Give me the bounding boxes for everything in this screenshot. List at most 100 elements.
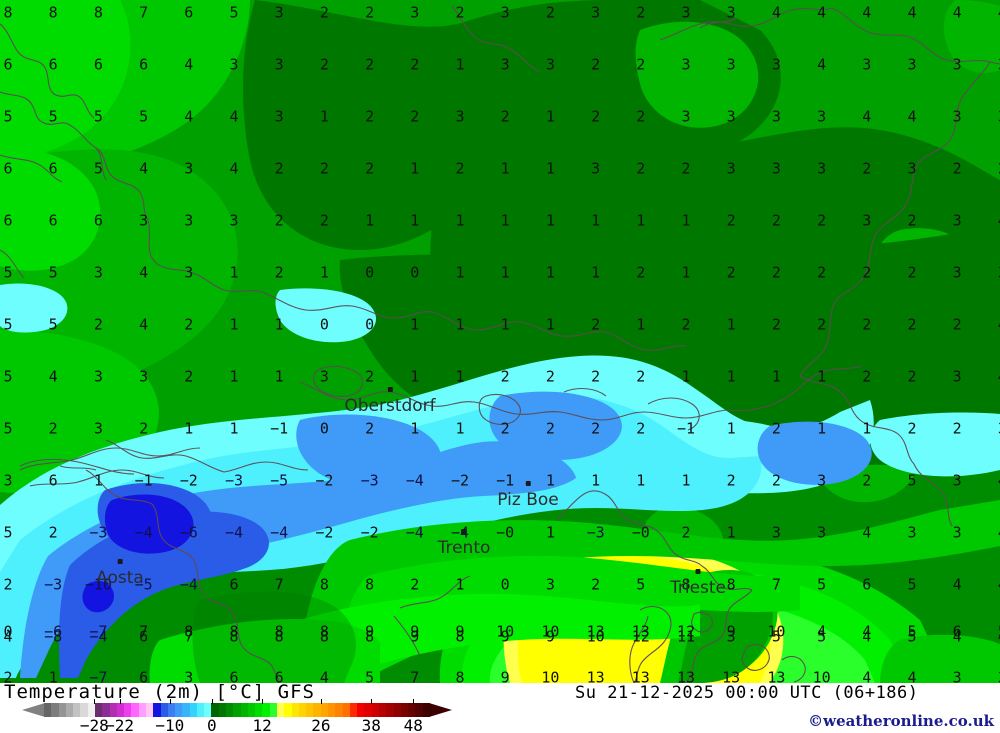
temperature-value: 0	[3, 622, 13, 641]
temperature-value: 2	[93, 315, 103, 334]
colorbar-swatch	[44, 703, 52, 717]
temperature-contour-fill	[0, 0, 1000, 683]
temperature-value: 1	[726, 419, 736, 438]
temperature-value: 2	[817, 315, 827, 334]
temperature-value: 3	[726, 3, 736, 22]
temperature-value: −4	[405, 471, 424, 490]
temperature-value: 3	[500, 55, 510, 74]
temperature-value: 2	[455, 3, 465, 22]
colorbar-tick-label: 12	[252, 716, 272, 733]
temperature-value: 4	[48, 367, 58, 386]
temperature-map[interactable]: 8887653223232323344444466664332221332233…	[0, 0, 1000, 683]
temperature-value: 2	[500, 107, 510, 126]
temperature-value: 5	[93, 159, 103, 178]
temperature-value: 2	[455, 159, 465, 178]
colorbar-swatch	[386, 703, 394, 717]
temperature-value: 3	[139, 367, 149, 386]
temperature-value: 9	[545, 627, 555, 646]
city-label: Trento	[438, 529, 490, 557]
temperature-value: −2	[315, 523, 334, 542]
temperature-value: 2	[907, 367, 917, 386]
temperature-value: 2	[952, 315, 962, 334]
temperature-value: 4	[319, 668, 329, 683]
colorbar-swatch	[247, 703, 256, 717]
colorbar-swatch	[408, 703, 416, 717]
temperature-value: 2	[500, 419, 510, 438]
colorbar-swatch	[255, 703, 263, 717]
temperature-value: 2	[726, 263, 736, 282]
colorbar-swatch	[378, 703, 387, 717]
temperature-value: 3	[771, 159, 781, 178]
colorbar-tick-label: −10	[155, 716, 185, 733]
temperature-value: 8	[681, 575, 691, 594]
temperature-value: 10	[767, 622, 786, 641]
temperature-value: 2	[862, 315, 872, 334]
color-scale-legend[interactable]	[22, 699, 452, 717]
temperature-value: 6	[48, 55, 58, 74]
temperature-value: 1	[455, 263, 465, 282]
colorbar-tick	[119, 699, 121, 704]
temperature-value: 7	[771, 575, 781, 594]
temperature-value: 3	[184, 668, 194, 683]
temperature-value: 2	[591, 315, 601, 334]
temperature-value: −4	[450, 523, 470, 542]
temperature-value: 1	[500, 315, 510, 334]
temperature-value: 2	[591, 575, 601, 594]
temperature-value: 8	[455, 627, 465, 646]
temperature-value: 3	[998, 109, 1000, 125]
temperature-value: 4	[862, 668, 872, 683]
temperature-value: 2	[591, 55, 601, 74]
temperature-value: 1	[636, 211, 646, 230]
temperature-value: 1	[500, 159, 510, 178]
colorbar-swatch	[189, 703, 197, 717]
colorbar-swatch	[87, 703, 95, 717]
colorbar-swatch	[393, 703, 401, 717]
temperature-value: 1	[410, 211, 420, 230]
temperature-value: 2	[771, 471, 781, 490]
colorbar-swatch	[94, 703, 103, 717]
colorbar-tick	[94, 699, 96, 704]
temperature-value: 6	[48, 159, 58, 178]
colorbar-swatch	[204, 703, 212, 717]
colorbar-tick	[169, 699, 171, 704]
temperature-value: 1	[500, 211, 510, 230]
colorbar-swatch	[400, 703, 409, 717]
temperature-value: 5	[998, 624, 1000, 640]
temperature-value: 2	[365, 419, 375, 438]
temperature-value: 5	[229, 3, 239, 22]
temperature-value: 2	[817, 211, 827, 230]
temperature-value: 1	[636, 315, 646, 334]
temperature-value: 13	[676, 668, 696, 683]
temperature-value: 13	[722, 668, 741, 683]
temperature-value: 4	[907, 107, 917, 126]
temperature-value: 3	[907, 523, 917, 542]
colorbar-swatch	[298, 703, 307, 717]
temperature-value: 2	[726, 211, 736, 230]
temperature-value: 1	[726, 315, 736, 334]
model-run-timestamp: Su 21-12-2025 00:00 UTC (06+186)	[575, 683, 919, 703]
colorbar-swatch	[277, 703, 285, 717]
temperature-value: 10	[541, 622, 560, 641]
colorbar-swatch	[182, 703, 190, 717]
temperature-value: 3	[952, 668, 962, 683]
temperature-value: 2	[636, 263, 646, 282]
temperature-value: 2	[545, 367, 555, 386]
temperature-value: 1	[455, 211, 465, 230]
temperature-value: 6	[3, 55, 13, 74]
city-marker-dot	[461, 529, 467, 534]
temperature-value: 4	[817, 622, 827, 641]
temperature-value: 0	[365, 263, 375, 282]
temperature-value: −1	[676, 419, 696, 438]
temperature-value: 2	[365, 107, 375, 126]
temperature-value: 3	[410, 3, 420, 22]
temperature-value: −0	[496, 523, 515, 542]
temperature-value: 5	[817, 627, 827, 646]
temperature-value: 1	[817, 419, 827, 438]
temperature-value: 4	[229, 107, 239, 126]
temperature-value: 1	[455, 419, 465, 438]
temperature-value: 2	[862, 159, 872, 178]
temperature-value: 2	[3, 575, 13, 594]
temperature-value: 3	[952, 367, 962, 386]
temperature-value: 3	[500, 3, 510, 22]
colorbar-swatch	[196, 703, 205, 717]
